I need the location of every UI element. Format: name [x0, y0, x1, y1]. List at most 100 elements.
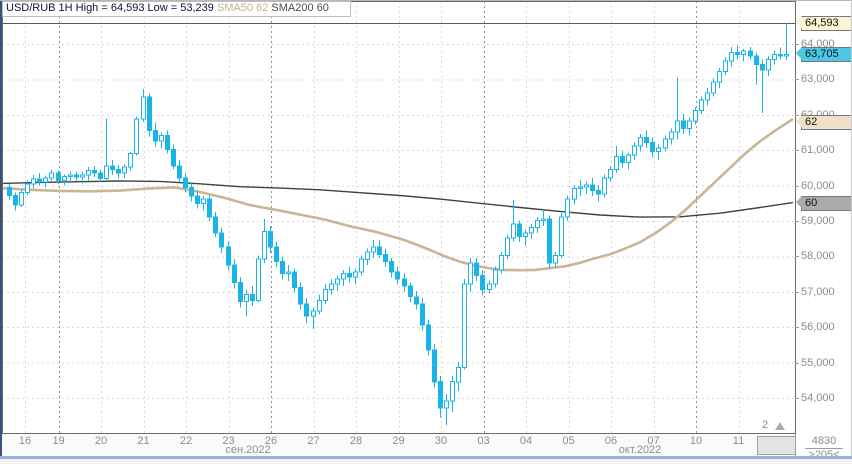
candle-down [292, 271, 297, 289]
date-label: 21 [137, 435, 150, 447]
price-tick-label: 64,000 [801, 38, 835, 50]
candle-up [256, 258, 261, 301]
price-tick-label: 63,000 [801, 73, 835, 86]
candle-down [165, 134, 170, 151]
candle-up [128, 153, 133, 168]
candle-up [286, 271, 291, 274]
candle-up [365, 251, 370, 260]
candle-down [408, 285, 413, 298]
candle-down [644, 137, 649, 143]
candle-up [104, 165, 109, 180]
price-tick [795, 150, 799, 151]
price-tick-label: 60,000 [801, 179, 835, 192]
price-tick-label: 59,000 [801, 215, 835, 227]
candle-down [177, 165, 182, 179]
date-label: 27 [307, 435, 320, 447]
candle-down [213, 216, 218, 234]
candle-up [493, 269, 498, 285]
candle-up [505, 237, 510, 257]
time-axis[interactable] [2, 434, 795, 456]
date-label: 19 [52, 435, 65, 447]
high-price-marker: 64,593 [796, 16, 852, 31]
candle-up [723, 60, 728, 73]
date-label: 11 [732, 435, 745, 447]
candle-up [717, 71, 722, 83]
candle-up [122, 166, 127, 174]
candle-up [462, 283, 467, 368]
candle-down [116, 169, 121, 174]
candle-up [511, 223, 516, 239]
instrument-title: USD/RUB 1H High = 64,593 Low = 53,239 [6, 2, 214, 14]
marker-arrow-icon [796, 195, 802, 209]
date-label: 26 [264, 435, 278, 447]
price-tick-label: 61,000 [801, 144, 835, 157]
candle-up [602, 177, 607, 195]
candle-up [19, 192, 24, 206]
candle-down [7, 186, 12, 196]
candle-down [250, 294, 255, 301]
candle-down [347, 272, 352, 278]
date-label: 20 [94, 435, 108, 447]
candle-up [693, 110, 698, 122]
candle-down [207, 198, 212, 218]
candle-up [141, 96, 146, 120]
candle-up [68, 174, 73, 177]
candle-up [43, 177, 48, 183]
candle-up [669, 131, 674, 140]
candle-down [298, 287, 303, 305]
plot-area[interactable] [0, 1, 795, 433]
price-tick [795, 363, 799, 364]
candle-down [226, 246, 231, 266]
date-label: 05 [562, 435, 575, 447]
sma200-value-marker: 60 [796, 195, 852, 211]
candle-down [620, 156, 625, 163]
candle-up [541, 218, 546, 221]
candle-down [402, 278, 407, 287]
date-label: 07 [647, 435, 660, 447]
price-tick [795, 79, 799, 80]
candle-up [159, 134, 164, 142]
date-label: 06 [604, 435, 618, 447]
candle-up [323, 289, 328, 301]
candle-up [468, 262, 473, 285]
candle-down [420, 303, 425, 326]
candle-down [74, 174, 79, 178]
candle-up [553, 255, 558, 264]
candle-up [134, 118, 139, 155]
price-tick [795, 398, 799, 399]
candle-down [590, 184, 595, 192]
date-label: 16 [18, 435, 32, 447]
price-tick [795, 256, 799, 257]
candle-down [171, 149, 176, 167]
candle-up [626, 154, 631, 163]
candle-down [13, 195, 18, 206]
candle-up [244, 294, 249, 303]
candle-up [663, 138, 668, 149]
candle-up [675, 120, 680, 133]
window-border-left [0, 0, 2, 458]
candle-down [195, 195, 200, 204]
candle-down [377, 246, 382, 255]
candle-down [517, 223, 522, 238]
marker-arrow-icon [796, 47, 802, 61]
candle-up [584, 184, 589, 188]
candle-down [238, 282, 243, 303]
candle-down [596, 190, 601, 195]
candle-down [280, 260, 285, 274]
candle-up [335, 278, 340, 285]
window-border-top [0, 0, 852, 1]
sma200-title: SMA200 60 [271, 2, 329, 14]
scroll-up-arrow-icon[interactable] [775, 422, 785, 430]
candle-down [395, 271, 400, 280]
candle-up [329, 283, 334, 291]
chart-title: USD/RUB 1H High = 64,593 Low = 53,239 SM… [2, 1, 351, 17]
candle-up [353, 271, 358, 278]
scrollbar-thumb[interactable] [757, 436, 796, 455]
candle-up [772, 54, 777, 61]
price-tick-label: 55,000 [801, 356, 835, 369]
date-label: 22 [179, 435, 193, 447]
candle-up [456, 367, 461, 383]
candle-down [480, 275, 485, 291]
